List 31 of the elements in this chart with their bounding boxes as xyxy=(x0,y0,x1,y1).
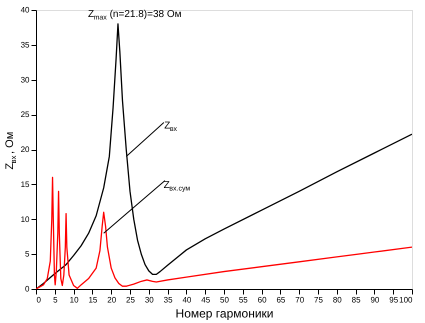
x-tick-label: 80 xyxy=(332,296,342,304)
x-tick-label: 65 xyxy=(276,296,286,304)
x-tick-label: 35 xyxy=(164,296,174,304)
y-tick-label: 5 xyxy=(25,250,30,259)
x-tick-label: 95 xyxy=(389,296,399,304)
x-tick-label: 85 xyxy=(352,296,362,304)
y-tick-label: 30 xyxy=(20,75,30,84)
x-tick-label: 70 xyxy=(295,296,305,304)
y-tick-label: 10 xyxy=(20,214,30,224)
x-axis-title: Номер гармоники xyxy=(176,306,274,320)
x-tick-label: 5 xyxy=(53,296,58,304)
y-tick-label: 0 xyxy=(25,284,30,294)
y-tick-label: 35 xyxy=(20,40,30,50)
x-tick-label: 50 xyxy=(220,296,230,304)
x-tick-label: 90 xyxy=(370,296,380,304)
x-tick-label: 55 xyxy=(238,296,248,304)
x-tick-label: 45 xyxy=(201,296,211,304)
x-tick-label: 30 xyxy=(144,296,154,304)
y-tick-label: 15 xyxy=(20,180,30,189)
x-tick-label: 10 xyxy=(70,296,80,304)
x-tick-label: 20 xyxy=(107,296,117,304)
x-tick-label: 40 xyxy=(182,296,192,304)
x-tick-label: 100 xyxy=(399,296,414,304)
x-tick-label: 15 xyxy=(88,296,98,304)
x-tick-label: 75 xyxy=(314,296,324,304)
y-tick-label: 25 xyxy=(20,110,30,120)
y-tick-label: 40 xyxy=(20,6,30,14)
y-tick-label: 20 xyxy=(20,145,30,154)
x-tick-label: 60 xyxy=(258,296,268,304)
x-tick-label: 0 xyxy=(36,296,42,304)
x-tick-label: 25 xyxy=(126,296,136,304)
